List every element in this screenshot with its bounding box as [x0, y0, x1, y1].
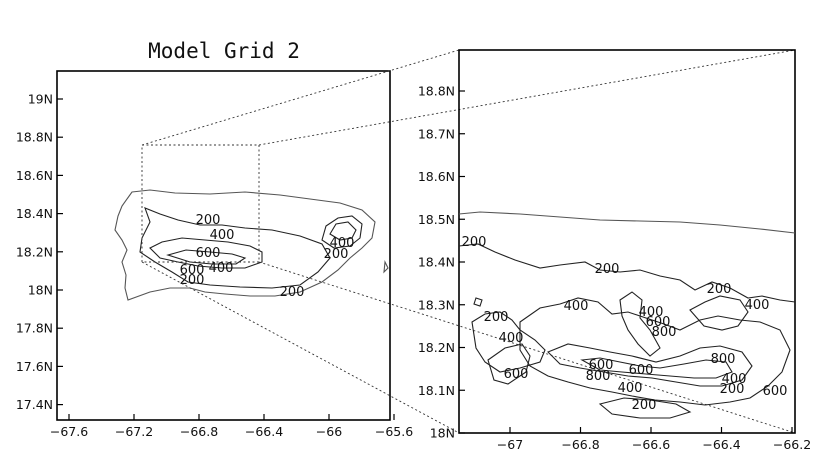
contour-label: 200: [196, 213, 221, 228]
lat-tick-label: 18N: [28, 283, 53, 298]
lat-tick-label: 18.6N: [418, 169, 455, 184]
contour-label: 600: [629, 363, 654, 378]
left-map-frame: [56, 70, 391, 421]
contour-label: 400: [210, 228, 235, 243]
left-contour-east-400: [329, 221, 357, 241]
contour-label: 600: [646, 315, 671, 330]
left-islet: [383, 260, 389, 274]
left-map: 19N 18.8N 18.6N 18.4N 18.2N 18N 17.8N 17.6N 17.4…: [16, 70, 413, 439]
contour-label: 400: [564, 299, 589, 314]
lon-tick-label: −67.6: [50, 424, 88, 439]
lat-tick-label: 18.6N: [16, 168, 53, 183]
lat-tick-label: 18.8N: [418, 84, 455, 99]
contour-label: 200: [707, 282, 732, 297]
lon-tick-label: −66.8: [180, 424, 218, 439]
lon-tick-label: −66.4: [702, 437, 740, 452]
right-lon-axis: −67 −66.8 −66.6 −66.4 −66.2: [497, 427, 811, 452]
contour-label: 600: [196, 246, 221, 261]
lat-tick-label: 18.2N: [16, 244, 53, 259]
contour-label: 400: [745, 298, 770, 313]
left-contour-400: [149, 237, 263, 269]
lat-tick-label: 18.3N: [418, 297, 455, 312]
lat-tick-label: 19N: [28, 92, 53, 107]
left-contour-200: [139, 207, 331, 289]
lon-tick-label: −66.6: [632, 437, 670, 452]
contour-label: 400: [499, 331, 524, 346]
contour-label: 200: [280, 285, 305, 300]
lat-tick-label: 18.1N: [418, 383, 455, 398]
contour-label: 400: [722, 372, 747, 387]
right-contour-200b: [471, 311, 546, 373]
contour-label: 800: [586, 369, 611, 384]
left-inset-box: [141, 144, 260, 263]
right-contour-200d: [598, 397, 692, 419]
lon-tick-label: −66.2: [773, 437, 811, 452]
lat-tick-label: 18.4N: [418, 255, 455, 270]
contour-label: 400: [618, 381, 643, 396]
lat-tick-label: 17.4N: [16, 397, 53, 412]
lon-tick-label: −66.4: [245, 424, 283, 439]
contour-label: 200: [462, 235, 487, 250]
contour-label: 600: [504, 367, 529, 382]
contour-label: 600: [589, 358, 614, 373]
lon-tick-label: −67: [497, 437, 523, 452]
figure-title: Model Grid 2: [148, 39, 300, 63]
right-lat-axis: 18.8N 18.7N 18.6N 18.5N 18.4N 18.3N 18.2N 18.1N…: [418, 84, 465, 441]
contour-label: 200: [324, 247, 349, 262]
right-map-frame: [458, 49, 796, 434]
lat-tick-label: 18.7N: [418, 126, 455, 141]
left-contour-600: [166, 249, 247, 265]
contour-label: 400: [209, 261, 234, 276]
lat-tick-label: 18N: [430, 426, 455, 441]
lat-tick-label: 17.6N: [16, 359, 53, 374]
lat-tick-label: 18.4N: [16, 206, 53, 221]
right-contour-200: [458, 243, 796, 303]
right-contour-labels: 200 200 200 400 200 400 400 600 800 400 …: [462, 235, 788, 413]
lat-tick-label: 18.5N: [418, 212, 455, 227]
right-contour-small: [473, 297, 483, 307]
lon-tick-label: −66: [316, 424, 342, 439]
contour-label: 200: [484, 310, 509, 325]
contour-label: 800: [652, 325, 677, 340]
right-contour-600: [547, 343, 753, 387]
lon-tick-label: −67.2: [115, 424, 153, 439]
lat-tick-label: 17.8N: [16, 321, 53, 336]
contour-label: 200: [720, 382, 745, 397]
right-map: 18.8N 18.7N 18.6N 18.5N 18.4N 18.3N 18.2N 18.1N…: [418, 49, 811, 452]
right-contour-400c: [689, 295, 749, 331]
left-lat-axis: 19N 18.8N 18.6N 18.4N 18.2N 18N 17.8N 17.6N 17.4…: [16, 92, 63, 412]
left-contour-east-200: [321, 215, 363, 249]
contour-label: 200: [180, 273, 205, 288]
right-contour-800: [580, 357, 733, 379]
right-contour-400b: [619, 291, 661, 357]
lon-tick-label: −65.6: [375, 424, 413, 439]
lon-tick-label: −66.8: [561, 437, 599, 452]
right-contour-200c: [487, 343, 531, 385]
lat-tick-label: 18.8N: [16, 130, 53, 145]
contour-label: 200: [632, 398, 657, 413]
contour-label: 400: [330, 236, 355, 251]
right-contour-400: [519, 297, 791, 406]
contour-label: 400: [639, 305, 664, 320]
contour-label: 800: [711, 352, 736, 367]
contour-label: 600: [180, 263, 205, 278]
contour-label: 600: [763, 384, 788, 399]
contour-label: 200: [595, 262, 620, 277]
left-contour-labels: 200 400 600 600 400 200 200 400 200: [180, 213, 355, 300]
left-lon-axis: −67.6 −67.2 −66.8 −66.4 −66 −65.6: [50, 414, 413, 439]
left-coastline: [114, 189, 376, 301]
lat-tick-label: 18.2N: [418, 340, 455, 355]
right-coastline: [458, 211, 796, 234]
